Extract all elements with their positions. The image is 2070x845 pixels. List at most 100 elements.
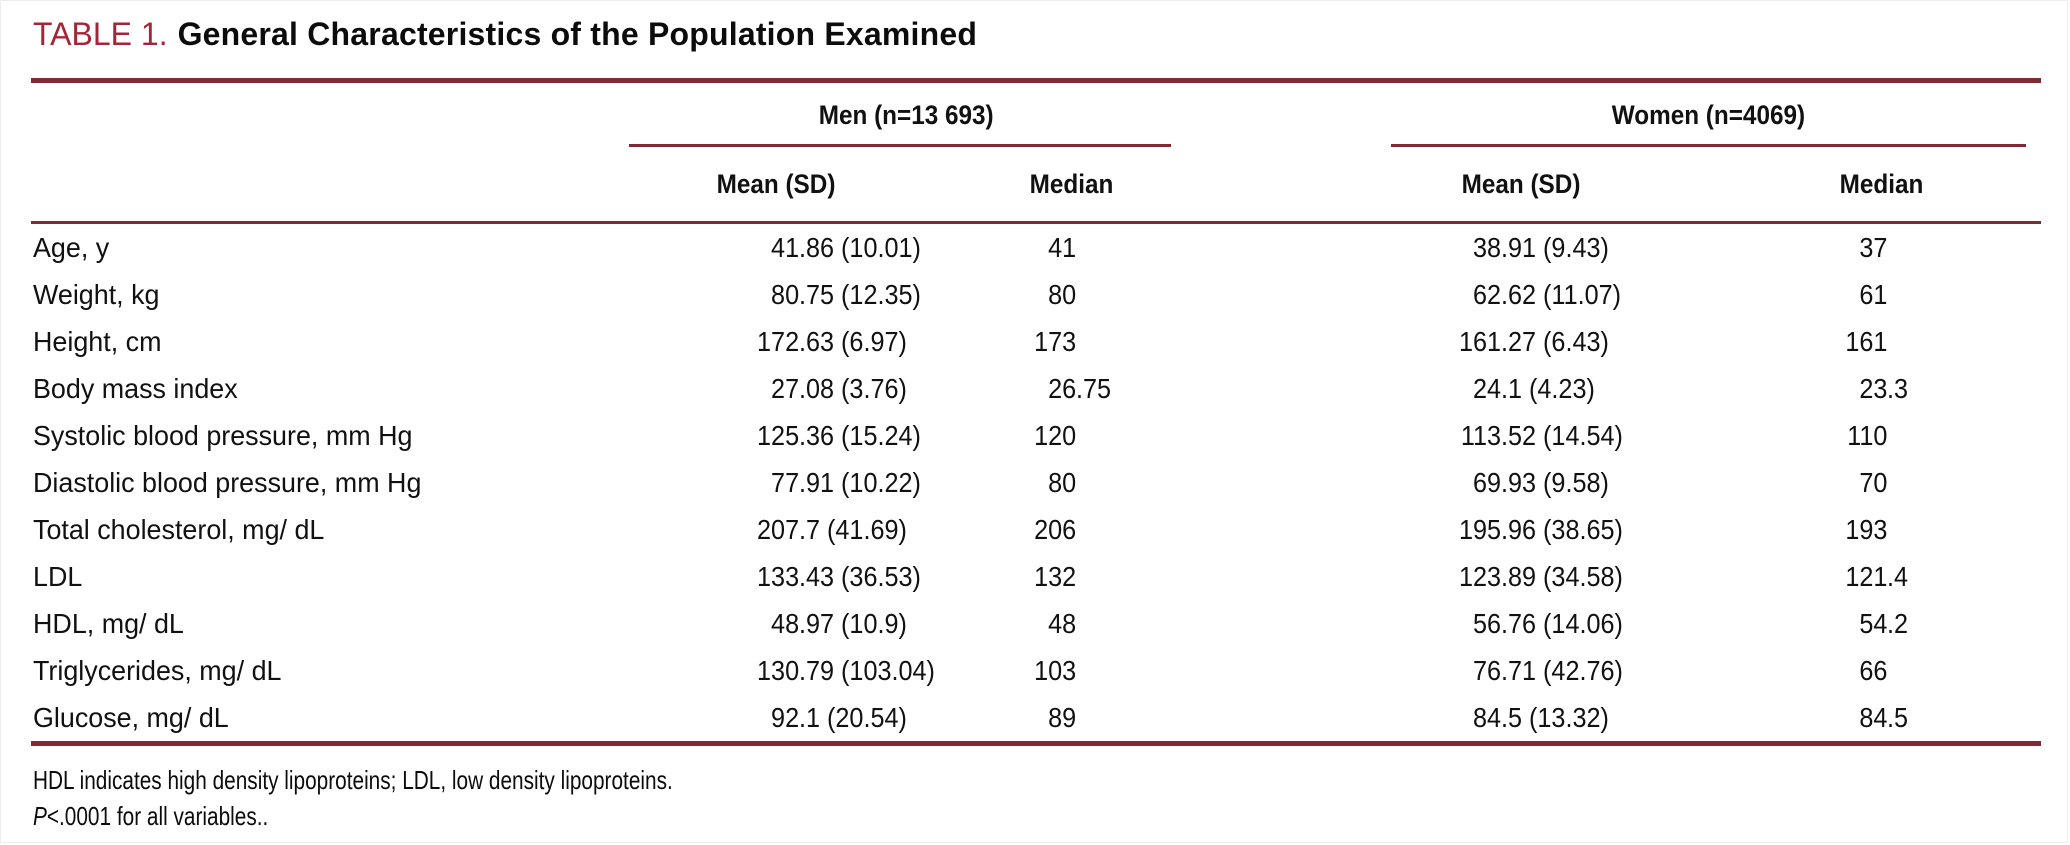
row-label: Triglycerides, mg/ dL [33, 654, 282, 686]
column-gap [1201, 318, 1321, 365]
table-row: LDL 133.43 (36.53) 132 123.89 (34.58) 121.4 [31, 553, 2041, 600]
cell-women-mean: 69.93 (9.58) [1472, 466, 1609, 498]
row-label: Age, y [33, 231, 110, 263]
subheader-women-mean: Mean (SD) [1321, 147, 1722, 224]
row-label: Glucose, mg/ dL [31, 694, 611, 746]
cell-men-median: 80 [1048, 466, 1077, 498]
cell-men-median: 80 [1048, 278, 1077, 310]
table-body: Age, y 41.86 (10.01) 41 38.91 (9.43) 37 Weigh… [31, 223, 2042, 746]
column-gap [1201, 271, 1321, 318]
cell-men-mean: 80.75 (12.35) [771, 278, 921, 310]
footnote-p-symbol: P [33, 801, 47, 831]
group-label-men: Men (n=13 693) [818, 100, 994, 130]
cell-men-median: 173 [1034, 325, 1077, 357]
cell-men-mean: 27.08 (3.76) [771, 372, 907, 404]
column-gap [1201, 694, 1322, 746]
footnote-p-rest: <.0001 for all variables.. [46, 801, 269, 831]
cell-men-median: 41 [1048, 231, 1077, 263]
table-title: TABLE 1. General Characteristics of the P… [33, 14, 2037, 54]
cell-men-mean: 92.1 (20.54) [611, 694, 941, 746]
table-row: Age, y 41.86 (10.01) 41 38.91 (9.43) 37 [31, 223, 2041, 272]
group-label-women: Women (n=4069) [1611, 100, 1806, 130]
cell-men-mean: 77.91 (10.22) [771, 466, 921, 498]
cell-women-mean: 195.96 (38.65) [1458, 513, 1623, 545]
empty-header-cell [31, 78, 611, 147]
cell-women-median: 70 [1859, 466, 1888, 498]
table-row: Total cholesterol, mg/ dL 207.7 (41.69) 20… [31, 506, 2041, 553]
cell-men-mean: 172.63 (6.97) [757, 325, 907, 357]
cell-men-median: 48 [1048, 607, 1077, 639]
group-header-men: Men (n=13 693) [611, 78, 1202, 147]
column-gap [1201, 459, 1321, 506]
table-row: HDL, mg/ dL 48.97 (10.9) 48 56.76 (14.06) 54… [31, 600, 2041, 647]
gap-subheader-cell [1201, 147, 1322, 224]
column-gap [1201, 553, 1321, 600]
table-row: Body mass index 27.08 (3.76) 26.75 24.1 (4.… [31, 365, 2041, 412]
cell-men-mean: 48.97 (10.9) [771, 607, 907, 639]
cell-women-mean: 161.27 (6.43) [1458, 325, 1609, 357]
group-header-women: Women (n=4069) [1321, 78, 2042, 147]
cell-men-median: 89 [941, 694, 1202, 746]
column-gap [1201, 647, 1321, 694]
cell-women-mean: 62.62 (11.07) [1472, 278, 1622, 310]
table-row: Glucose, mg/ dL 92.1 (20.54) 89 84.5 (13.32… [31, 694, 2042, 746]
column-gap [1201, 365, 1321, 412]
cell-women-median: 37 [1859, 231, 1888, 263]
cell-women-median: 161 [1845, 325, 1888, 357]
cell-men-mean: 207.7 (41.69) [757, 513, 907, 545]
row-label: Systolic blood pressure, mm Hg [33, 419, 413, 451]
gap-header-cell [1201, 78, 1322, 147]
cell-women-mean: 76.71 (42.76) [1472, 654, 1623, 686]
cell-women-median: 54.2 [1859, 607, 1909, 639]
column-gap [1201, 223, 1321, 272]
cell-women-median: 61 [1859, 278, 1888, 310]
cell-men-median: 26.75 [1048, 372, 1112, 404]
cell-men-mean: 133.43 (36.53) [757, 560, 921, 592]
cell-women-median: 121.4 [1845, 560, 1909, 592]
row-label: LDL [33, 560, 83, 592]
subheader-row: Mean (SD) Median Mean (SD) Median [31, 147, 2042, 224]
cell-men-median: 120 [1034, 419, 1077, 451]
men-spanner-rule [629, 144, 1172, 147]
table-row: Systolic blood pressure, mm Hg 125.36 (15… [31, 412, 2041, 459]
table-row: Diastolic blood pressure, mm Hg 77.91 (10… [31, 459, 2041, 506]
subheader-men-mean: Mean (SD) [611, 147, 941, 224]
characteristics-table: Men (n=13 693) Women (n=4069) Mean (SD) … [31, 78, 2042, 746]
table-header: Men (n=13 693) Women (n=4069) Mean (SD) … [31, 78, 2042, 224]
cell-women-median: 193 [1845, 513, 1888, 545]
cell-women-mean: 38.91 (9.43) [1472, 231, 1609, 263]
cell-men-median: 206 [1034, 513, 1077, 545]
table-title-text: General Characteristics of the Populatio… [177, 16, 978, 52]
row-label: Total cholesterol, mg/ dL [33, 513, 325, 545]
row-label: Weight, kg [33, 278, 160, 310]
cell-women-mean: 24.1 (4.23) [1472, 372, 1595, 404]
cell-women-mean: 84.5 (13.32) [1321, 694, 1722, 746]
subheader-women-median: Median [1721, 147, 2042, 224]
group-header-row: Men (n=13 693) Women (n=4069) [31, 78, 2042, 147]
cell-men-mean: 130.79 (103.04) [757, 654, 935, 686]
column-gap [1201, 412, 1321, 459]
column-gap [1201, 506, 1321, 553]
cell-women-median: 66 [1859, 654, 1888, 686]
column-gap [1201, 600, 1321, 647]
cell-women-mean: 123.89 (34.58) [1458, 560, 1623, 592]
row-label: Height, cm [33, 325, 162, 357]
cell-men-mean: 125.36 (15.24) [757, 419, 921, 451]
cell-women-median: 84.5 [1721, 694, 2042, 746]
row-label: Body mass index [33, 372, 238, 404]
subheader-men-median: Median [941, 147, 1202, 224]
cell-men-median: 103 [1034, 654, 1077, 686]
row-label: HDL, mg/ dL [33, 607, 184, 639]
row-label: Diastolic blood pressure, mm Hg [33, 466, 422, 498]
cell-women-median: 23.3 [1859, 372, 1909, 404]
table-footnotes: HDL indicates high density lipoproteins;… [33, 762, 2067, 834]
cell-women-mean: 56.76 (14.06) [1472, 607, 1623, 639]
cell-women-mean: 113.52 (14.54) [1460, 419, 1623, 451]
table-row: Triglycerides, mg/ dL 130.79 (103.04) 103 7… [31, 647, 2041, 694]
cell-men-median: 132 [1034, 560, 1077, 592]
cell-men-mean: 41.86 (10.01) [771, 231, 921, 263]
women-spanner-rule [1391, 144, 2027, 147]
footnote-abbreviations: HDL indicates high density lipoproteins;… [33, 765, 673, 795]
cell-women-median: 110 [1847, 419, 1888, 451]
